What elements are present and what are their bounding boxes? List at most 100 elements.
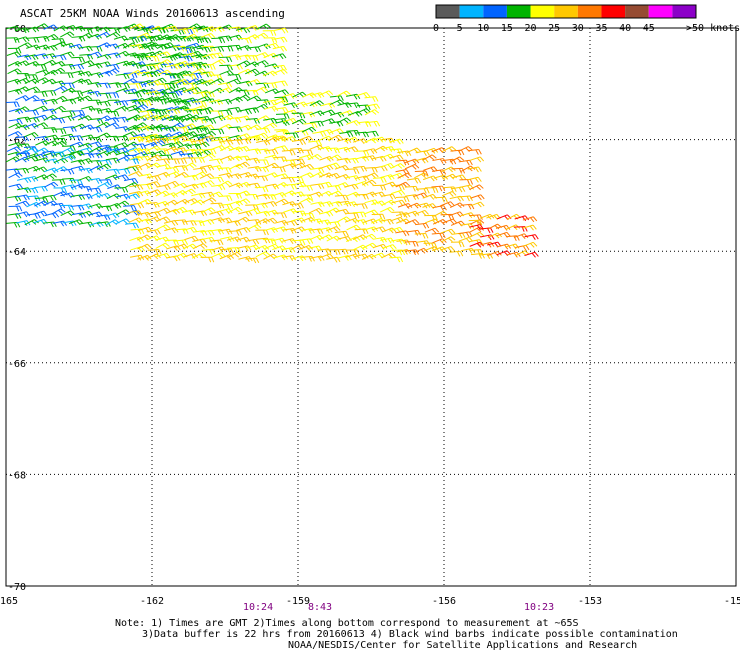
wind-barb [182,87,198,93]
wind-barb [129,136,144,142]
wind-barb [164,92,178,99]
wind-barb [174,78,189,85]
wind-barb [88,178,103,184]
wind-barb [61,63,76,70]
wind-barb [15,194,30,201]
wind-barb [114,200,130,207]
wind-barb [209,228,225,235]
wind-barb [139,110,154,117]
wind-barb [415,222,430,229]
wind-barb [467,148,482,155]
wind-barb [68,43,84,50]
wind-barb [88,126,103,133]
wind-barb [51,179,66,185]
wind-barb [353,203,368,210]
wind-barb [42,108,57,115]
wind-barb [182,73,197,80]
wind-barb [345,191,361,198]
wind-barb [273,156,288,163]
map-title: ASCAT 25KM NOAA Winds 20160613 ascending [20,7,285,20]
wind-barb [414,209,429,216]
wind-barb [334,230,349,237]
wind-barb [97,159,112,166]
wind-barb [96,100,111,107]
wind-barb [307,153,322,161]
wind-barb [7,131,23,137]
wind-barb [52,140,67,147]
wind-barb [42,173,57,180]
wind-barb [172,189,188,197]
wind-barb [123,37,139,44]
wind-barb [244,238,260,245]
wind-barb [390,163,405,169]
wind-barb [146,56,160,62]
wind-barb [69,63,85,70]
wind-barb [201,135,216,141]
wind-barb [431,185,446,192]
wind-barb [237,172,253,178]
wind-barb [479,227,494,234]
wind-barb [467,176,482,183]
wind-barb [61,155,76,161]
wind-barb [228,206,243,214]
wind-barb [97,181,112,188]
wind-barb [139,173,154,180]
wind-barb [34,23,49,30]
wind-barb [236,115,251,122]
wind-barb [226,220,241,227]
wind-barb [155,224,171,231]
wind-barb [451,174,467,181]
wind-barb [395,159,410,166]
wind-barb [199,173,215,179]
wind-barb [227,251,242,258]
wind-barb [51,38,66,44]
wind-barb [80,152,95,159]
wind-barb [115,73,130,80]
note-line-1: Note: 1) Times are GMT 2)Times along bot… [115,618,579,629]
wind-barb [404,219,420,225]
wind-barb [7,151,23,158]
wind-barb [164,125,179,132]
wind-barb [381,227,397,234]
wind-barb [6,221,21,228]
wind-barb [272,45,288,52]
wind-barb [96,26,111,33]
wind-barb [129,23,145,30]
wind-barb [380,137,395,144]
wind-barb [147,248,162,255]
wind-barb [50,67,66,74]
wind-barb [346,249,360,256]
wind-barb [164,180,180,187]
wind-barb [226,78,242,85]
wind-barb [190,61,205,68]
wind-barb [218,82,233,88]
wind-barb [173,158,188,164]
wind-barb [361,233,377,240]
wind-barb [125,193,140,200]
wind-barb [78,142,93,149]
wind-barb [52,220,67,227]
wind-barb [334,248,349,255]
wind-barb [115,218,131,225]
wind-barb [17,42,33,49]
wind-barb [343,201,358,208]
wind-barb [51,151,66,158]
wind-barb [513,233,529,240]
wind-barb [467,166,482,173]
wind-barb [244,193,259,200]
wind-barb [8,118,23,125]
wind-barb [7,213,22,219]
wind-barb [154,137,169,144]
wind-barb [211,184,226,191]
wind-barb [175,127,189,133]
wind-barb [470,194,485,201]
wind-barb [336,90,351,97]
wind-barb [97,61,112,68]
wind-barb [192,44,207,51]
wind-barb [88,108,103,114]
wind-barb [33,98,48,105]
wind-barb [33,122,49,129]
wind-barb [60,168,75,175]
wind-barb [327,154,342,161]
wind-barb [141,96,156,103]
